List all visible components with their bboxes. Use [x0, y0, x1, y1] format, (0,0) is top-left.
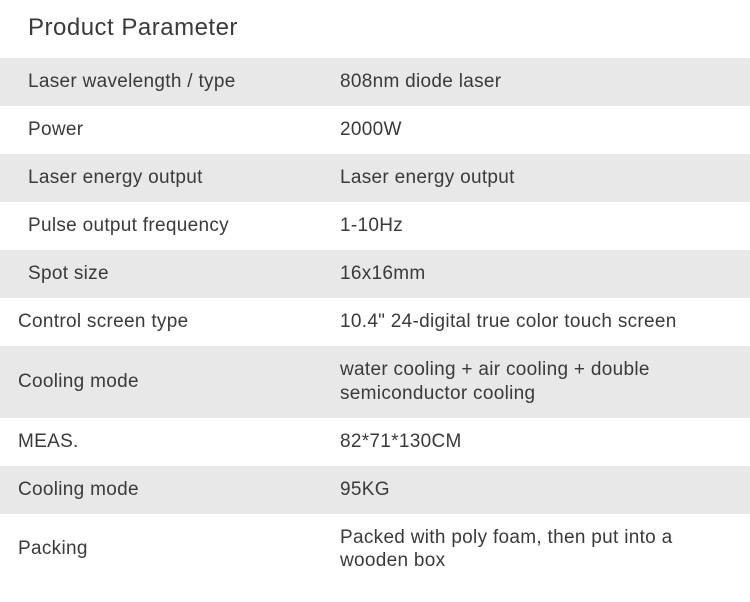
table-row: Cooling mode95KG [0, 466, 750, 514]
table-row: Power2000W [0, 106, 750, 154]
table-row: Pulse output frequency1-10Hz [0, 202, 750, 250]
param-value: Laser energy output [340, 166, 750, 190]
param-value: 16x16mm [340, 262, 750, 286]
param-value: 2000W [340, 118, 750, 142]
param-label: Cooling mode [0, 371, 340, 393]
param-value: 95KG [340, 478, 750, 502]
param-value: 10.4" 24-digital true color touch screen [340, 310, 750, 334]
product-parameter-table: Product Parameter Laser wavelength / typ… [0, 0, 750, 585]
page-title: Product Parameter [0, 0, 750, 58]
table-row: Spot size16x16mm [0, 250, 750, 298]
param-value: water cooling + air cooling + double sem… [340, 358, 750, 406]
param-label: Laser wavelength / type [0, 71, 340, 93]
table-row: Cooling modewater cooling + air cooling … [0, 346, 750, 418]
table-row: Control screen type10.4" 24-digital true… [0, 298, 750, 346]
table-row: PackingPacked with poly foam, then put i… [0, 514, 750, 586]
param-value: 1-10Hz [340, 214, 750, 238]
param-value: Packed with poly foam, then put into a w… [340, 526, 750, 574]
param-label: Spot size [0, 263, 340, 285]
param-label: Power [0, 119, 340, 141]
table-row: Laser energy outputLaser energy output [0, 154, 750, 202]
param-value: 82*71*130CM [340, 430, 750, 454]
table-row: Laser wavelength / type808nm diode laser [0, 58, 750, 106]
table-body: Laser wavelength / type808nm diode laser… [0, 58, 750, 585]
param-label: Cooling mode [0, 479, 340, 501]
table-row: MEAS.82*71*130CM [0, 418, 750, 466]
param-label: Pulse output frequency [0, 215, 340, 237]
param-label: Packing [0, 538, 340, 560]
param-label: Laser energy output [0, 167, 340, 189]
param-label: Control screen type [0, 311, 340, 333]
param-value: 808nm diode laser [340, 70, 750, 94]
param-label: MEAS. [0, 431, 340, 453]
